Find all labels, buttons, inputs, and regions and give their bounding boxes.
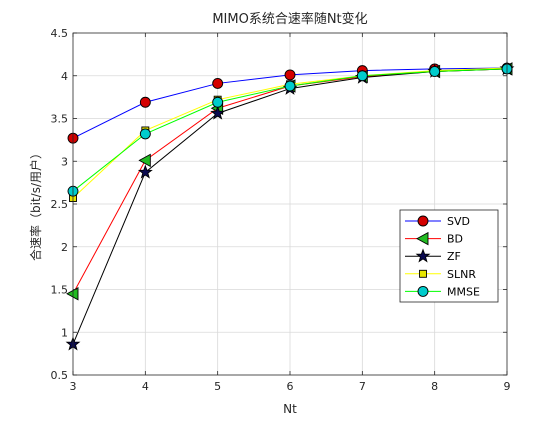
data-point-mmse [429,66,441,77]
legend-label: BD [447,233,463,246]
y-tick-label: 1 [61,326,68,339]
data-point-mmse [284,80,296,92]
x-tick-label: 9 [504,380,511,393]
data-point-svd [139,96,151,108]
series-mmse [67,63,513,197]
data-point-mmse [212,96,224,108]
x-tick-label: 5 [214,380,221,393]
legend-marker [415,248,431,263]
legend-marker [416,231,429,246]
legend-item-bd: BD [405,231,463,246]
y-tick-label: 3 [61,155,68,168]
chart-title: MIMO系统合速率随Nt变化 [212,11,367,27]
data-point-bd [138,153,151,168]
y-axis-label: 合速率（bit/s/用户） [28,147,43,261]
x-tick-label: 8 [431,380,438,393]
x-tick-label: 3 [70,380,77,393]
data-point-bd [66,287,79,301]
x-tick-label: 6 [287,380,294,393]
y-tick-label: 4.5 [51,27,69,40]
legend-label: MMSE [447,285,480,298]
y-tick-label: 2 [61,241,68,254]
legend-label: SVD [447,215,470,228]
data-point-mmse [356,70,368,82]
legend-item-zf: ZF [405,248,461,263]
y-tick-label: 1.5 [51,284,69,297]
legend-marker [417,285,429,297]
plot-series [65,61,515,351]
data-point-zf [210,105,226,120]
legend-item-slnr: SLNR [405,268,476,281]
data-point-svd [284,69,296,81]
y-tick-label: 2.5 [51,198,69,211]
legend-label: ZF [447,250,461,263]
x-axis-label: Nt [283,402,297,416]
y-tick-label: 4 [61,70,68,83]
x-tick-label: 7 [359,380,366,393]
y-tick-label: 3.5 [51,113,69,126]
legend: SVD BD ZF SLNR MMSE [399,209,499,303]
y-tick-label: 0.5 [51,369,69,382]
legend-marker [417,215,429,227]
axis-ticks: 3 4 5 6 7 8 9 0.5 1 1.5 2 2.5 3 3.5 4 4.5 [51,27,511,393]
data-point-mmse [139,128,151,140]
data-point-zf [137,164,153,179]
legend-item-mmse: MMSE [405,285,480,298]
legend-marker [419,269,427,278]
data-point-svd [212,77,224,89]
legend-item-svd: SVD [405,215,470,228]
legend-label: SLNR [447,268,476,281]
x-tick-label: 4 [142,380,149,393]
